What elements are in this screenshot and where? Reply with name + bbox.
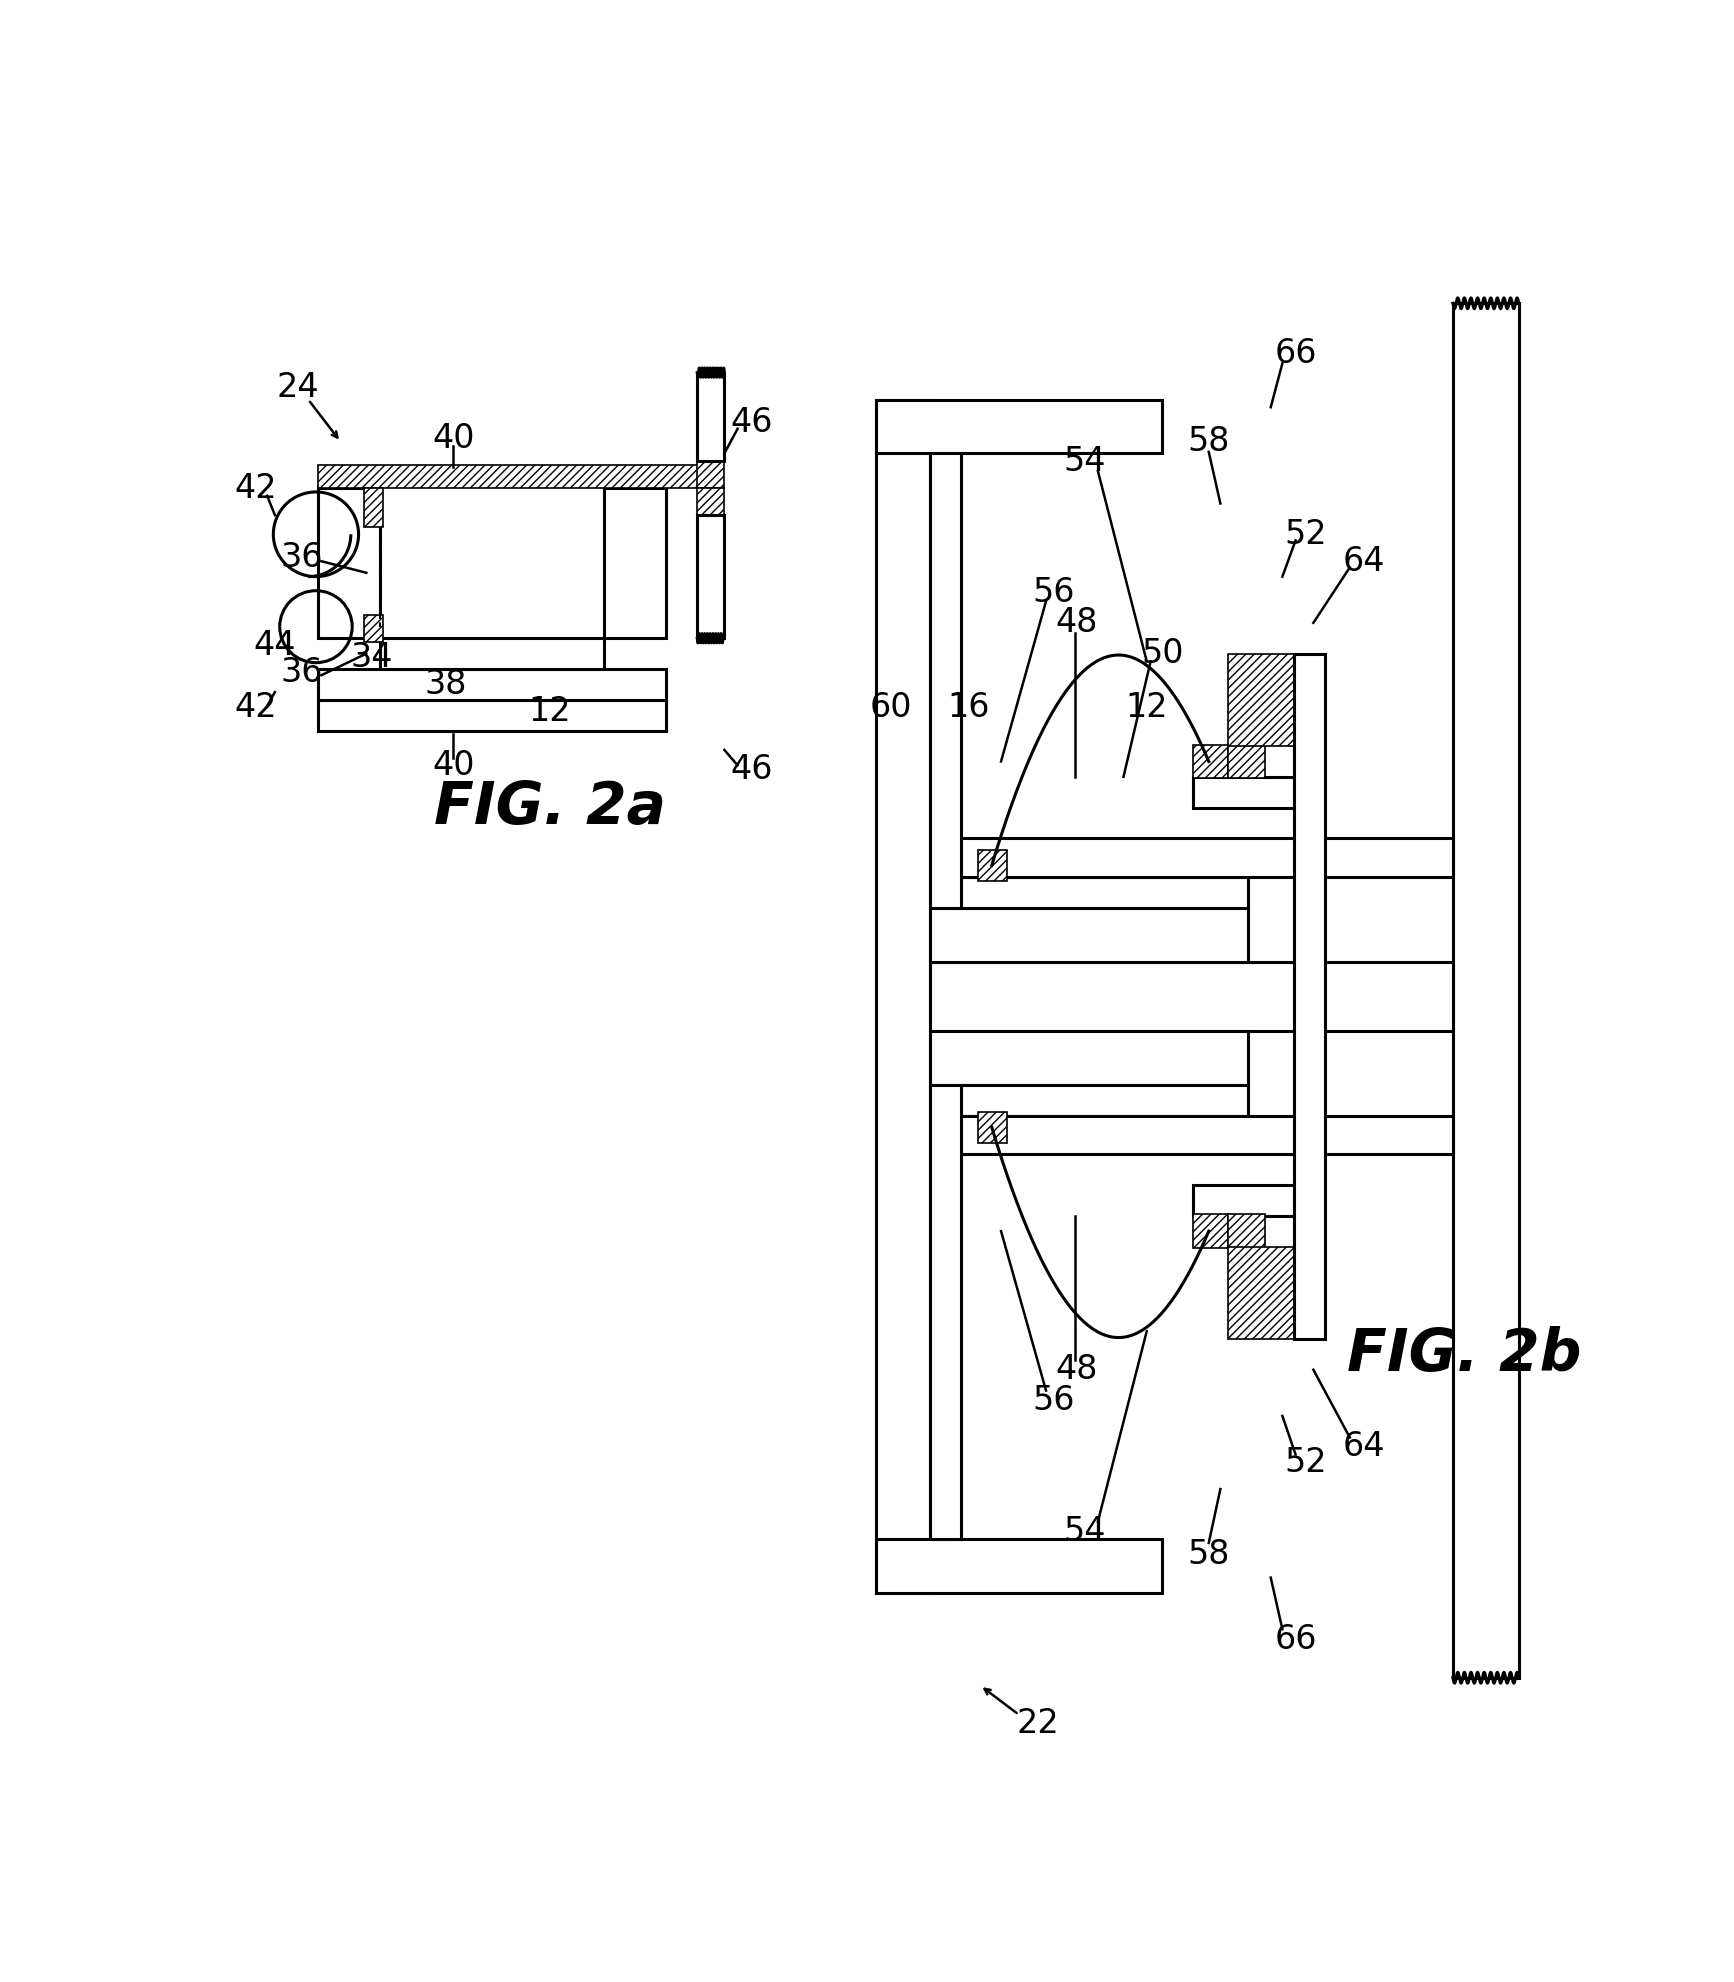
Text: 52: 52 bbox=[1285, 1445, 1327, 1479]
Bar bbox=[1228, 654, 1294, 745]
Bar bbox=[961, 1116, 1453, 1154]
Bar bbox=[929, 908, 1247, 961]
Text: 66: 66 bbox=[1274, 337, 1318, 371]
Text: 54: 54 bbox=[1063, 444, 1106, 478]
Text: 40: 40 bbox=[432, 422, 475, 454]
Bar bbox=[364, 488, 383, 527]
Text: 36: 36 bbox=[281, 541, 323, 575]
Bar bbox=[1228, 745, 1264, 779]
Bar bbox=[961, 876, 1247, 908]
Bar bbox=[317, 466, 713, 488]
Text: 50: 50 bbox=[1141, 636, 1184, 670]
Bar bbox=[317, 700, 666, 731]
Bar bbox=[961, 838, 1453, 876]
Text: 34: 34 bbox=[350, 640, 394, 674]
Text: 48: 48 bbox=[1056, 606, 1098, 640]
Text: 58: 58 bbox=[1188, 1538, 1229, 1572]
Bar bbox=[380, 638, 603, 670]
Bar bbox=[1228, 1247, 1294, 1340]
Text: 58: 58 bbox=[1188, 426, 1229, 458]
Text: 24: 24 bbox=[277, 371, 319, 404]
Text: 12: 12 bbox=[1125, 692, 1169, 723]
Text: 22: 22 bbox=[1016, 1707, 1059, 1740]
Bar bbox=[929, 454, 961, 908]
Bar bbox=[929, 1031, 1247, 1084]
Text: 44: 44 bbox=[253, 630, 297, 662]
Bar bbox=[1228, 1215, 1264, 1249]
Bar bbox=[1453, 303, 1519, 1677]
Bar bbox=[929, 1084, 961, 1540]
Text: 42: 42 bbox=[234, 692, 277, 723]
Bar bbox=[961, 1084, 1247, 1116]
Bar bbox=[978, 1112, 1007, 1142]
Text: 54: 54 bbox=[1063, 1514, 1106, 1548]
Text: 40: 40 bbox=[432, 749, 475, 781]
Text: 48: 48 bbox=[1056, 1354, 1098, 1385]
Bar bbox=[317, 670, 666, 700]
Text: 12: 12 bbox=[529, 696, 570, 727]
Bar bbox=[364, 614, 383, 642]
Bar bbox=[876, 1540, 1162, 1594]
Text: 66: 66 bbox=[1274, 1623, 1318, 1655]
Bar bbox=[697, 515, 725, 638]
Bar bbox=[929, 961, 1453, 1031]
Text: 64: 64 bbox=[1342, 1431, 1385, 1463]
Text: 56: 56 bbox=[1032, 575, 1075, 608]
Bar bbox=[603, 488, 666, 638]
Bar bbox=[1294, 654, 1325, 1340]
Bar bbox=[697, 462, 725, 488]
Bar bbox=[317, 488, 380, 638]
Text: 46: 46 bbox=[730, 406, 773, 440]
Text: 42: 42 bbox=[234, 472, 277, 505]
Text: 36: 36 bbox=[281, 656, 323, 690]
Bar bbox=[1193, 777, 1294, 807]
Bar bbox=[697, 373, 725, 462]
Text: FIG. 2a: FIG. 2a bbox=[434, 779, 666, 836]
Text: 60: 60 bbox=[870, 692, 912, 723]
Bar bbox=[978, 850, 1007, 880]
Text: FIG. 2b: FIG. 2b bbox=[1347, 1326, 1581, 1383]
Bar bbox=[1193, 1215, 1228, 1249]
Bar bbox=[1193, 1185, 1294, 1215]
Text: 64: 64 bbox=[1342, 545, 1385, 577]
Text: 52: 52 bbox=[1285, 517, 1327, 551]
Text: 38: 38 bbox=[425, 668, 466, 702]
Text: 46: 46 bbox=[730, 753, 773, 785]
Bar bbox=[1262, 1215, 1294, 1300]
Bar bbox=[1193, 745, 1228, 779]
Bar bbox=[876, 400, 1162, 454]
Bar bbox=[876, 400, 929, 1594]
Bar bbox=[1262, 692, 1294, 777]
Text: 56: 56 bbox=[1032, 1383, 1075, 1417]
Bar bbox=[697, 488, 725, 515]
Text: 16: 16 bbox=[947, 692, 990, 723]
